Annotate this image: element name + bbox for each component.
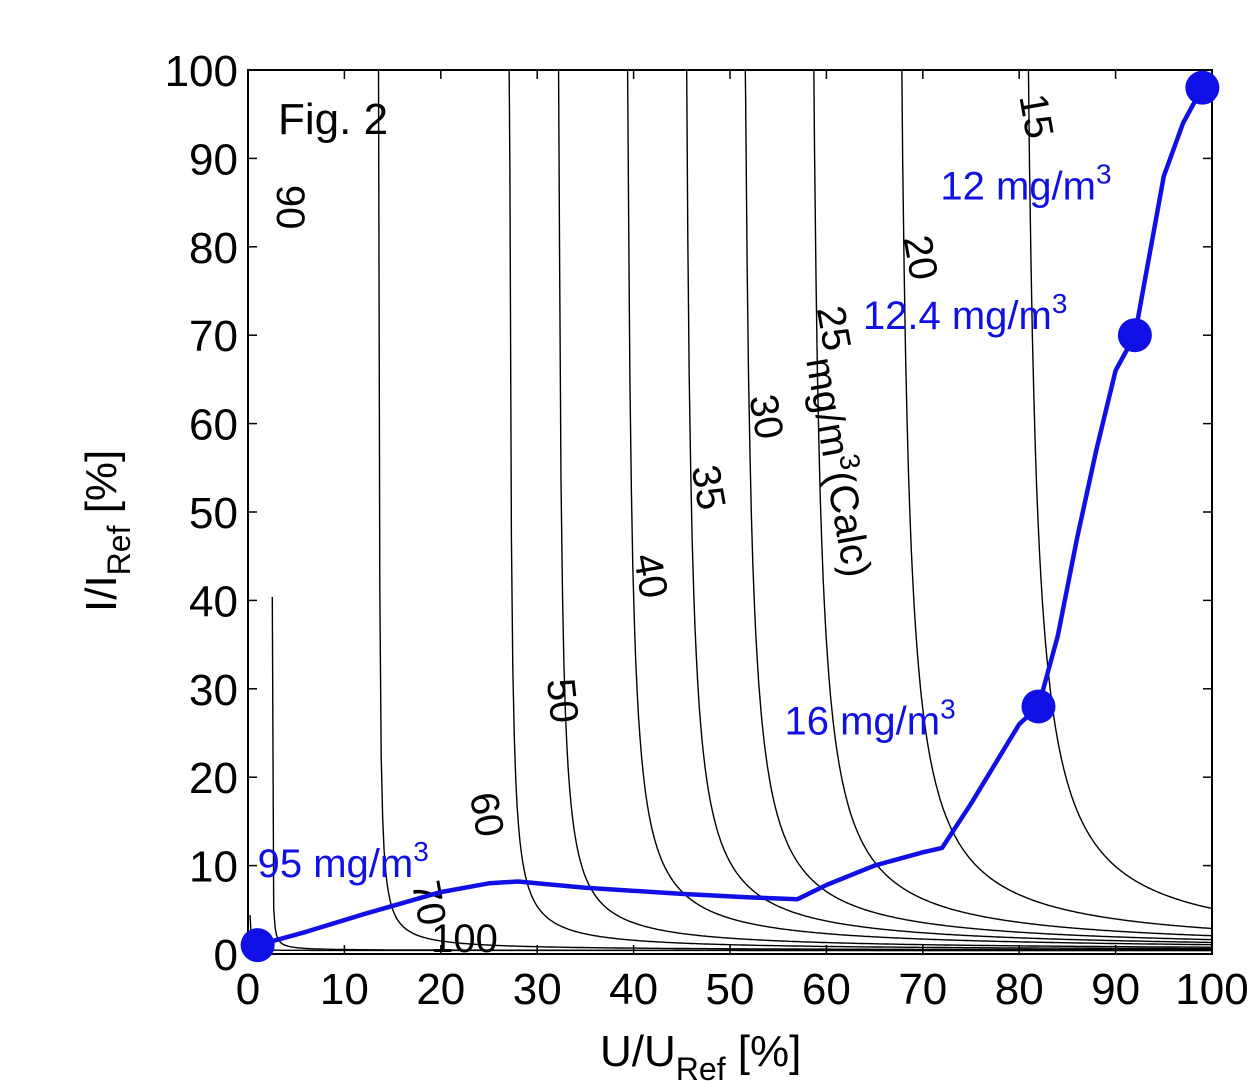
y-tick-label: 70 <box>189 312 238 361</box>
x-tick-label: 50 <box>706 965 755 1014</box>
contour-label-30: 30 <box>740 391 791 442</box>
measurement-marker <box>1021 689 1056 724</box>
x-tick-label: 70 <box>898 965 947 1014</box>
measurement-label-sup: 3 <box>1052 288 1068 319</box>
contour-label-60: 60 <box>461 789 512 840</box>
plot-background <box>248 70 1212 954</box>
contour-line-35 <box>685 70 1212 944</box>
x-axis-title-unit: [%] <box>726 1027 802 1076</box>
y-axis-title-unit: [%] <box>77 450 126 526</box>
measurement-label-main: 95 mg/m <box>258 842 414 886</box>
y-axis-title: I/IRef [%] <box>77 450 137 612</box>
x-axis-title: U/URef [%] <box>600 1027 801 1087</box>
measurement-marker <box>1117 318 1152 353</box>
measurement-label-main: 12 mg/m <box>940 165 1096 209</box>
x-axis-title-sub: Ref <box>676 1051 726 1087</box>
x-tick-label: 20 <box>416 965 465 1014</box>
x-tick-label: 10 <box>320 965 369 1014</box>
contour-label-15: 15 <box>1010 90 1061 141</box>
measurement-label-main: 16 mg/m <box>784 699 940 743</box>
measurement-label-sup: 3 <box>413 836 429 867</box>
contour-label-40: 40 <box>625 550 676 601</box>
y-tick-label: 40 <box>189 577 238 626</box>
measurement-label: 95 mg/m3 <box>258 836 429 886</box>
measurement-label: 12.4 mg/m3 <box>863 288 1068 338</box>
axes: 0 10 20 30 40 50 60 70 80 90 100010203040506070809… <box>165 47 1249 1014</box>
y-tick-label: 50 <box>189 489 238 538</box>
x-tick-label: 80 <box>995 965 1044 1014</box>
measurement-label-sup: 3 <box>1096 159 1112 190</box>
contour-line-20 <box>901 70 1212 930</box>
measurement-label: 16 mg/m3 <box>784 693 955 743</box>
contour-label-25: 25 <box>808 303 859 354</box>
measurement-marker <box>1185 70 1220 105</box>
measurement-label: 12 mg/m3 <box>940 159 1111 209</box>
contour-line-70 <box>377 70 1212 951</box>
contour-label-90: 90 <box>268 185 312 230</box>
x-tick-label: 90 <box>1091 965 1140 1014</box>
contour-label-20: 20 <box>895 232 946 283</box>
y-tick-label: 90 <box>189 135 238 184</box>
contour-line-60 <box>508 70 1212 950</box>
contour-label-50: 50 <box>538 676 586 725</box>
y-tick-label: 80 <box>189 224 238 273</box>
x-tick-label: 0 <box>236 965 260 1014</box>
series-layer <box>257 86 1205 948</box>
y-axis-title-main: I/I <box>77 575 126 612</box>
y-tick-label: 30 <box>189 666 238 715</box>
contour-line-40 <box>626 70 1212 946</box>
x-axis-title-main: U/U <box>600 1027 676 1076</box>
contour-label-70: 70 <box>403 877 454 928</box>
measurement-label-main: 12.4 mg/m <box>863 294 1052 338</box>
figure-label: Fig. 2 <box>278 95 388 144</box>
y-tick-label: 60 <box>189 401 238 450</box>
contour-unit-sup: 3 <box>833 451 866 472</box>
measurement-label-sup: 3 <box>940 693 956 724</box>
y-tick-label: 0 <box>214 931 238 980</box>
x-tick-label: 100 <box>1175 965 1248 1014</box>
contour-line-90 <box>271 596 1212 952</box>
x-tick-label: 40 <box>609 965 658 1014</box>
x-tick-label: 60 <box>802 965 851 1014</box>
contour-line-50 <box>557 70 1212 948</box>
contour-label-35: 35 <box>683 462 734 513</box>
y-axis-title-sub: Ref <box>101 525 137 575</box>
y-tick-label: 100 <box>165 47 238 96</box>
y-tick-label: 20 <box>189 754 238 803</box>
measured-line <box>257 86 1205 948</box>
x-tick-label: 30 <box>513 965 562 1014</box>
measurement-marker <box>240 928 275 963</box>
y-tick-label: 10 <box>189 843 238 892</box>
